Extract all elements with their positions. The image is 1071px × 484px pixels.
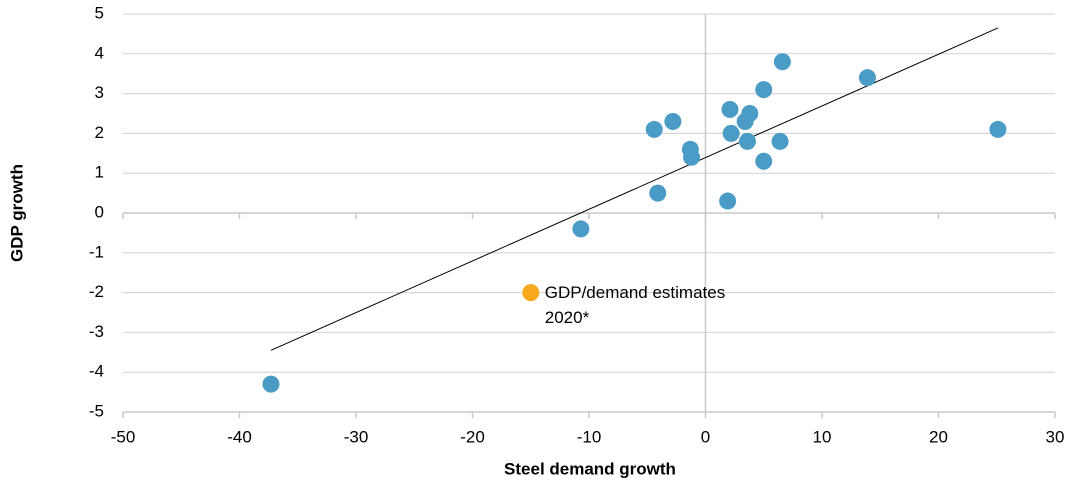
point — [858, 69, 876, 87]
y-tick-label: 2 — [95, 123, 104, 142]
y-tick-label: 1 — [95, 163, 104, 182]
point — [572, 220, 590, 238]
point — [771, 132, 789, 150]
annotation: GDP/demand estimates — [545, 283, 725, 302]
x-tick-label: -10 — [577, 427, 602, 446]
point — [649, 184, 667, 202]
y-tick-label: -4 — [89, 362, 104, 381]
point — [683, 148, 701, 166]
point — [722, 124, 740, 142]
point — [738, 132, 756, 150]
x-tick-label: -40 — [227, 427, 252, 446]
point — [719, 192, 737, 210]
x-tick-label: -50 — [111, 427, 136, 446]
point — [755, 81, 773, 99]
y-tick-label: -3 — [89, 322, 104, 341]
point — [741, 105, 759, 122]
point — [773, 53, 791, 71]
y-tick-label: 0 — [95, 202, 104, 221]
trendline — [270, 27, 999, 351]
point — [721, 101, 739, 119]
y-tick-label: -1 — [89, 242, 104, 261]
y-tick-label: -5 — [89, 401, 104, 420]
point — [522, 284, 540, 302]
y-tick-label: -2 — [89, 282, 104, 301]
y-tick-label: 4 — [95, 43, 104, 62]
annotation: 2020* — [545, 308, 590, 327]
y-tick-label: 5 — [95, 3, 104, 22]
point — [664, 112, 682, 130]
point — [262, 375, 280, 393]
x-tick-label: 0 — [701, 427, 710, 446]
point — [989, 120, 1007, 138]
y-tick-label: 3 — [95, 83, 104, 102]
x-axis-title: Steel demand growth — [504, 459, 676, 478]
x-tick-label: 10 — [813, 427, 832, 446]
x-tick-label: -20 — [460, 427, 485, 446]
x-tick-label: 20 — [929, 427, 948, 446]
x-tick-label: 30 — [1046, 427, 1065, 446]
point — [645, 120, 663, 138]
y-axis-title: GDP growth — [7, 164, 26, 262]
point — [755, 152, 773, 170]
x-tick-label: -30 — [344, 427, 369, 446]
